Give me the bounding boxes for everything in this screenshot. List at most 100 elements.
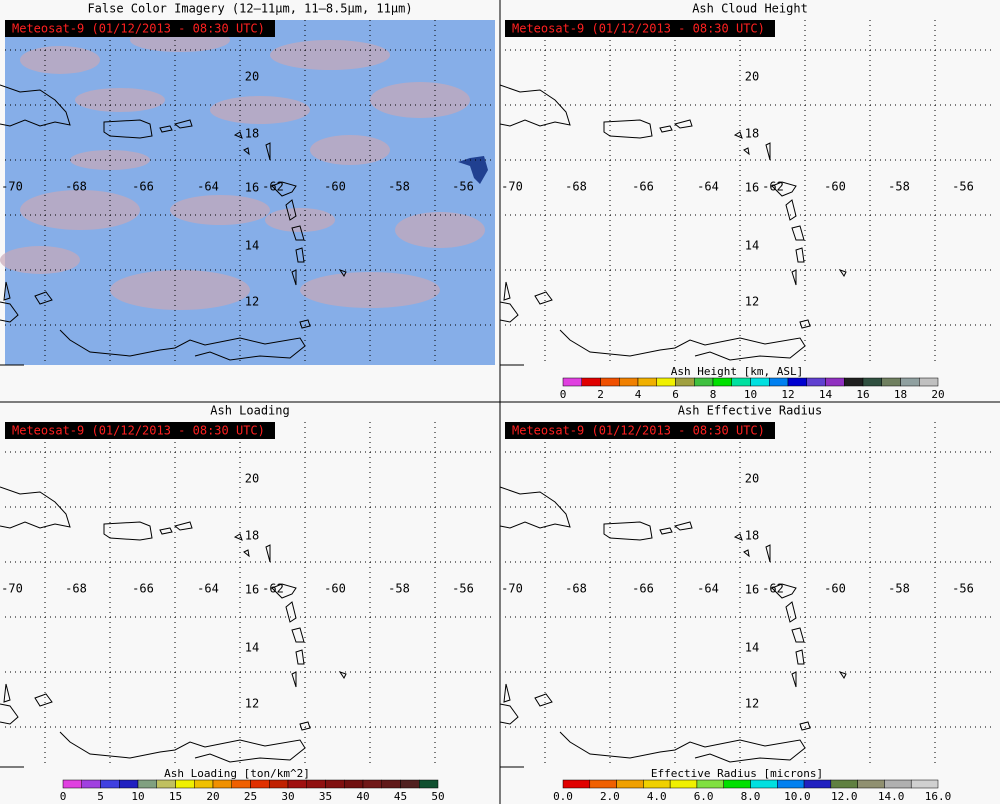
lon-label: -62 [762, 582, 784, 596]
coastline [159, 119, 193, 133]
panel: Ash Cloud Height -70 -68 -66 -64 -62 -60 -58 -56… [499, 2, 995, 401]
stamp: Meteosat-9 (01/12/2013 - 08:30 UTC) [12, 22, 265, 36]
colorbar-segment [777, 779, 805, 789]
lon-label: -58 [388, 582, 410, 596]
colorbar-segment [156, 779, 176, 789]
lat-label: 12 [245, 697, 259, 711]
stamp-box [5, 422, 275, 439]
lat-label: 20 [745, 70, 759, 84]
colorbar-segment [919, 377, 939, 387]
lon-label: -60 [824, 180, 846, 194]
colorbar-tick: 0 [60, 790, 67, 803]
lon-label: -58 [388, 180, 410, 194]
coastline [233, 533, 271, 563]
colorbar-tick: 0.0 [553, 790, 573, 803]
colorbar-tick: 14.0 [878, 790, 905, 803]
lon-label: -68 [565, 582, 587, 596]
colorbar-segment [600, 377, 620, 387]
colorbar-tick: 2 [597, 388, 604, 401]
colorbar-tick: 8 [710, 388, 717, 401]
colorbar-segment [844, 377, 864, 387]
colorbar-segment [825, 377, 845, 387]
coastline [603, 119, 653, 139]
cloud [370, 82, 470, 118]
colorbar-tick: 12.0 [831, 790, 858, 803]
colorbar-segment [250, 779, 270, 789]
lon-label: -70 [501, 180, 523, 194]
panel-title: Ash Effective Radius [678, 404, 823, 418]
colorbar-segment [562, 377, 582, 387]
coastline [271, 181, 297, 221]
lat-label: 16 [745, 181, 759, 195]
colorbar-tick: 0 [560, 388, 567, 401]
coastline [733, 131, 771, 161]
lat-label: 12 [245, 295, 259, 309]
colorbar-segment [637, 377, 657, 387]
colorbar-segment [194, 779, 214, 789]
coastline [733, 533, 771, 563]
cloud [0, 246, 80, 274]
colorbar-segment [862, 377, 882, 387]
colorbar-tick: 20 [931, 388, 944, 401]
colorbar-tick: 12 [781, 388, 794, 401]
cloud [20, 190, 140, 230]
coastline [59, 731, 306, 763]
lon-label: -64 [197, 582, 219, 596]
colorbar-tick: 20 [206, 790, 219, 803]
lon-label: -70 [1, 180, 23, 194]
colorbar-segment [381, 779, 401, 789]
colorbar-tick: 2.0 [600, 790, 620, 803]
coastline [0, 84, 71, 127]
colorbar-label: Ash Loading [ton/km^2] [164, 767, 310, 780]
lon-label: -60 [324, 180, 346, 194]
colorbar-segment [830, 779, 858, 789]
colorbar-segment [669, 779, 698, 789]
cloud [395, 212, 485, 248]
cloud [75, 88, 165, 112]
colorbar-segment [712, 377, 732, 387]
lon-label: -56 [952, 180, 974, 194]
colorbar-segment [787, 377, 807, 387]
coastline [0, 683, 53, 725]
colorbar-segment [325, 779, 345, 789]
cloud [270, 40, 390, 70]
colorbar-segment [750, 377, 770, 387]
cloud [170, 195, 270, 225]
cloud [210, 96, 310, 124]
coastline [499, 486, 571, 529]
coastline [771, 583, 797, 623]
colorbar-segment [884, 779, 912, 789]
colorbar-segment [81, 779, 101, 789]
coastline [771, 181, 797, 221]
coastline [659, 521, 693, 535]
colorbar-segment [175, 779, 195, 789]
colorbar-tick: 16 [856, 388, 869, 401]
lon-label: -70 [501, 582, 523, 596]
lat-label: 14 [745, 641, 759, 655]
colorbar-segment [857, 779, 885, 789]
colorbar-tick: 50 [431, 790, 444, 803]
cloud [310, 135, 390, 165]
coastline [499, 281, 553, 323]
coastline [659, 119, 693, 133]
colorbar-segment [119, 779, 139, 789]
lon-label: -62 [262, 180, 284, 194]
colorbar-tick: 6 [672, 388, 679, 401]
lat-label: 18 [745, 127, 759, 141]
colorbar-segment [881, 377, 901, 387]
lon-label: -66 [632, 180, 654, 194]
coastline [159, 521, 193, 535]
colorbar-segment [696, 779, 724, 789]
colorbar-segment [362, 779, 382, 789]
colorbar-tick: 5 [97, 790, 104, 803]
colorbar-segment [344, 779, 364, 789]
colorbar-segment [803, 779, 832, 789]
coastline [103, 119, 153, 139]
coastline [0, 486, 71, 529]
lat-label: 18 [245, 127, 259, 141]
lat-label: 18 [245, 529, 259, 543]
coastline [59, 329, 306, 361]
colorbar-segment [619, 377, 639, 387]
lat-label: 14 [245, 641, 259, 655]
